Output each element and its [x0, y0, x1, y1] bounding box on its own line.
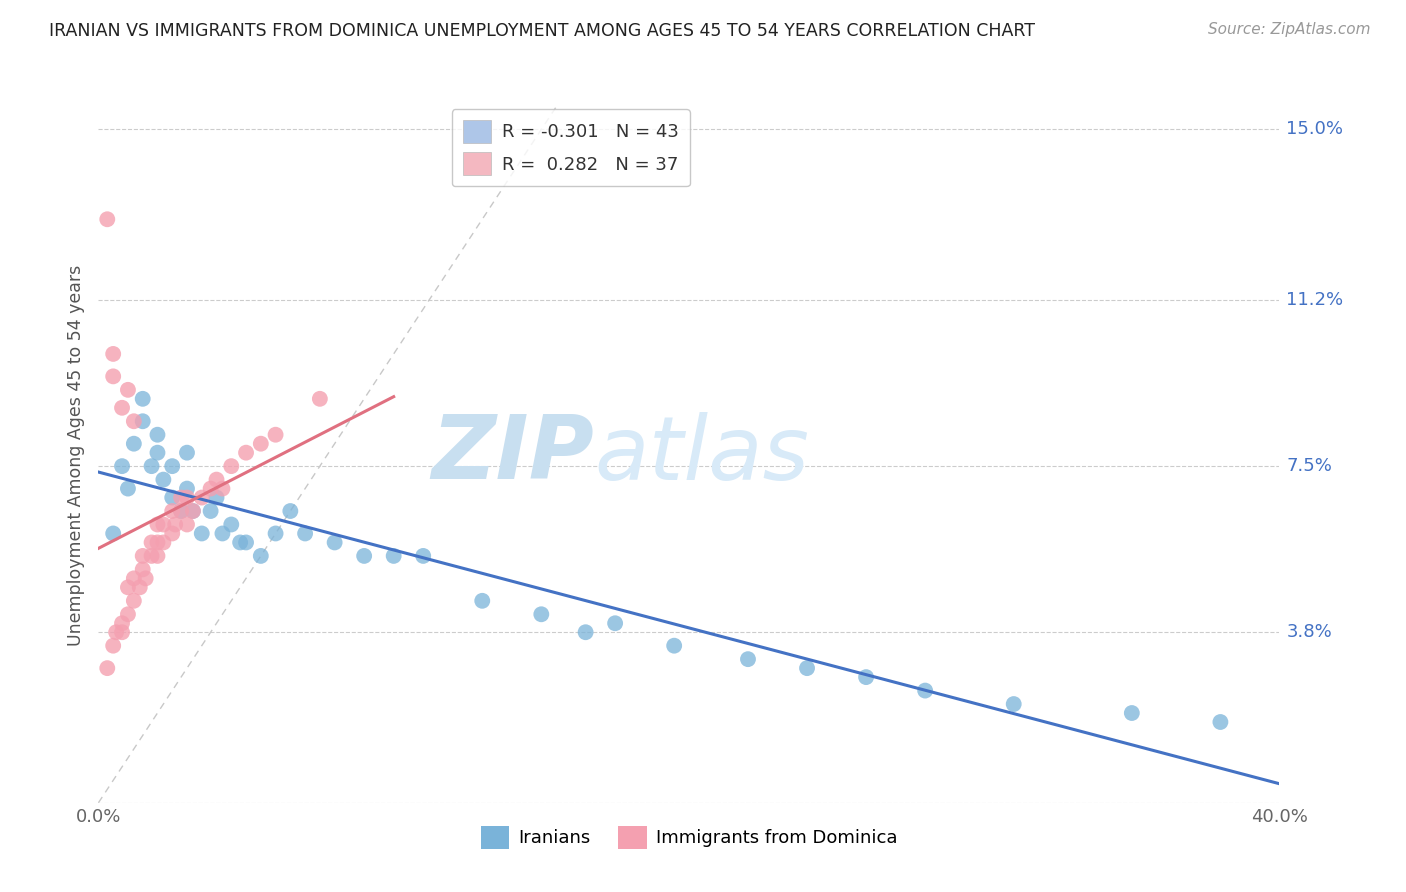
Point — [219, 459, 242, 474]
Point — [855, 670, 877, 684]
Point — [264, 526, 287, 541]
Point — [103, 639, 125, 653]
Point — [146, 549, 169, 563]
Point — [294, 526, 316, 541]
Point — [235, 445, 257, 459]
Point — [146, 427, 169, 442]
Point — [176, 491, 198, 505]
Text: 11.2%: 11.2% — [1286, 291, 1344, 309]
Point — [105, 625, 128, 640]
Point — [103, 347, 125, 361]
Point — [122, 594, 145, 608]
Point — [132, 549, 155, 563]
Point — [176, 482, 198, 496]
Point — [235, 535, 257, 549]
Point — [162, 459, 183, 474]
Legend: Iranians, Immigrants from Dominica: Iranians, Immigrants from Dominica — [474, 819, 904, 856]
Point — [152, 535, 174, 549]
Point — [278, 504, 302, 518]
Point — [141, 459, 163, 474]
Point — [250, 549, 273, 563]
Point — [152, 517, 174, 532]
Point — [737, 652, 759, 666]
Point — [200, 504, 222, 518]
Point — [323, 535, 346, 549]
Point — [796, 661, 818, 675]
Point — [250, 436, 273, 450]
Point — [530, 607, 553, 622]
Point — [141, 549, 163, 563]
Text: IRANIAN VS IMMIGRANTS FROM DOMINICA UNEMPLOYMENT AMONG AGES 45 TO 54 YEARS CORRE: IRANIAN VS IMMIGRANTS FROM DOMINICA UNEM… — [49, 22, 1035, 40]
Point — [146, 445, 169, 459]
Point — [211, 526, 233, 541]
Point — [605, 616, 627, 631]
Point — [117, 383, 139, 397]
Point — [1121, 706, 1143, 720]
Point — [205, 473, 228, 487]
Point — [96, 212, 118, 227]
Point — [664, 639, 686, 653]
Text: Source: ZipAtlas.com: Source: ZipAtlas.com — [1208, 22, 1371, 37]
Point — [1002, 697, 1025, 711]
Point — [96, 661, 118, 675]
Point — [191, 491, 214, 505]
Point — [264, 427, 287, 442]
Point — [146, 517, 169, 532]
Point — [914, 683, 936, 698]
Point — [574, 625, 596, 640]
Point — [117, 482, 139, 496]
Point — [132, 414, 155, 428]
Point — [111, 459, 134, 474]
Text: ZIP: ZIP — [432, 411, 595, 499]
Point — [117, 580, 139, 594]
Point — [162, 504, 183, 518]
Point — [165, 517, 187, 532]
Point — [132, 562, 155, 576]
Point — [135, 571, 157, 585]
Point — [176, 445, 198, 459]
Point — [412, 549, 434, 563]
Point — [103, 526, 125, 541]
Point — [111, 401, 134, 415]
Point — [111, 616, 134, 631]
Point — [103, 369, 125, 384]
Point — [181, 504, 204, 518]
Point — [122, 436, 145, 450]
Point — [353, 549, 375, 563]
Y-axis label: Unemployment Among Ages 45 to 54 years: Unemployment Among Ages 45 to 54 years — [66, 264, 84, 646]
Point — [122, 571, 145, 585]
Point — [170, 504, 193, 518]
Point — [152, 473, 174, 487]
Text: 15.0%: 15.0% — [1286, 120, 1344, 138]
Point — [162, 491, 183, 505]
Point — [122, 414, 145, 428]
Text: atlas: atlas — [595, 412, 810, 498]
Point — [132, 392, 155, 406]
Point — [117, 607, 139, 622]
Point — [176, 517, 198, 532]
Point — [191, 526, 214, 541]
Point — [382, 549, 405, 563]
Text: 3.8%: 3.8% — [1286, 624, 1333, 641]
Point — [181, 504, 204, 518]
Point — [200, 482, 222, 496]
Point — [162, 526, 183, 541]
Point — [141, 535, 163, 549]
Point — [471, 594, 494, 608]
Point — [170, 491, 193, 505]
Point — [229, 535, 252, 549]
Point — [111, 625, 134, 640]
Point — [1209, 714, 1232, 729]
Point — [205, 491, 228, 505]
Point — [219, 517, 242, 532]
Point — [146, 535, 169, 549]
Point — [211, 482, 233, 496]
Point — [170, 504, 193, 518]
Point — [128, 580, 150, 594]
Text: 7.5%: 7.5% — [1286, 457, 1333, 475]
Point — [309, 392, 332, 406]
